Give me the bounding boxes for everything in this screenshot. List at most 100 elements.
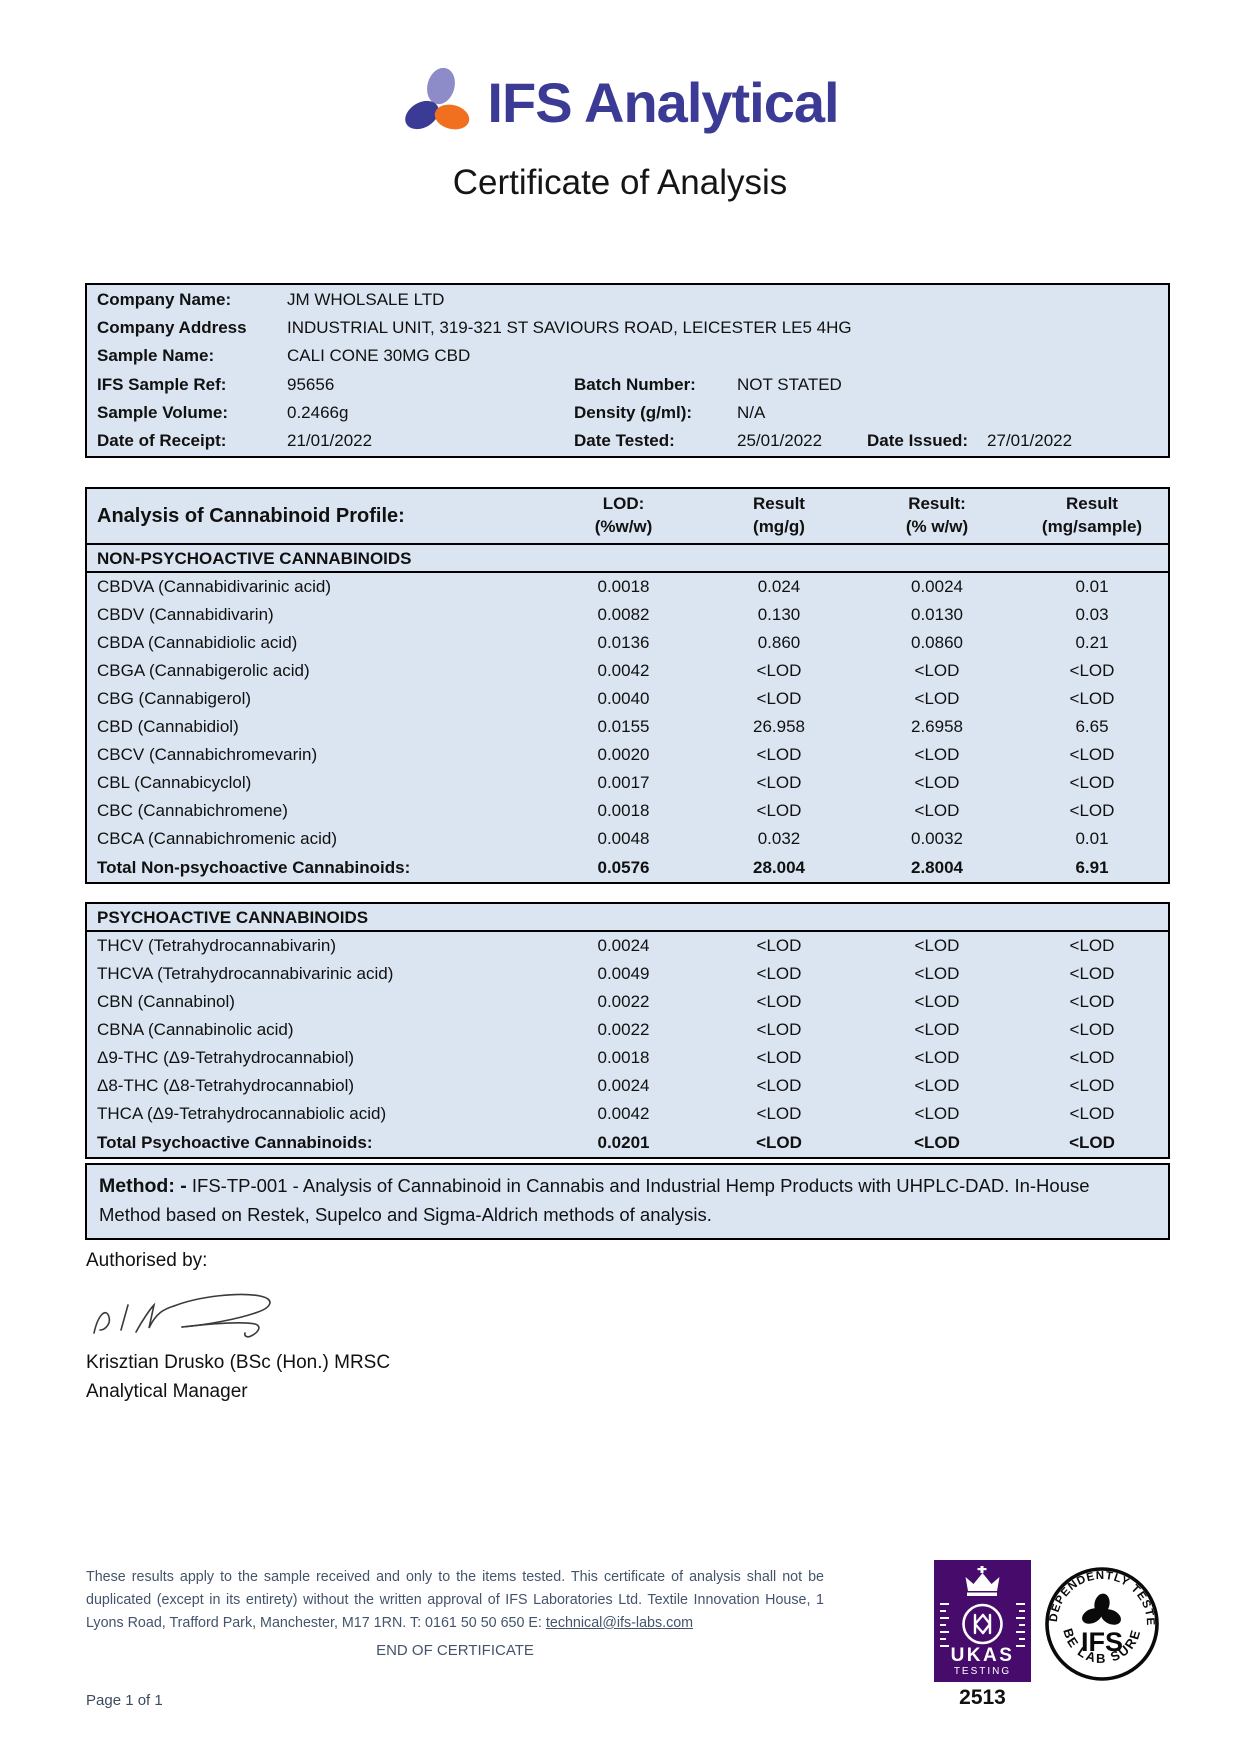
- result-value: 0.0018: [597, 577, 650, 596]
- column-header-line: (mg/sample): [1041, 517, 1143, 536]
- analyte-name: THCV (Tetrahydrocannabivarin): [97, 936, 337, 955]
- disclaimer-text: These results apply to the sample receiv…: [86, 1569, 824, 1631]
- column-header-line: (mg/g): [753, 517, 805, 536]
- result-row: CBDV (Cannabidivarin) 0.0082 0.130 0.0130 0.…: [87, 601, 1168, 629]
- result-value: 0.0049: [597, 964, 650, 983]
- analyte-name: CBCV (Cannabichromevarin): [97, 745, 318, 764]
- method-label: Method: -: [99, 1175, 187, 1197]
- analyte-name: CBGA (Cannabigerolic acid): [97, 661, 310, 680]
- result-value: 26.958: [753, 717, 805, 736]
- result-value: <LOD: [756, 773, 802, 792]
- analyte-name: THCVA (Tetrahydrocannabivarinic acid): [97, 964, 394, 983]
- total-value: <LOD: [914, 1132, 960, 1152]
- brand-header: IFS Analytical: [0, 62, 1240, 142]
- result-value: 0.0136: [597, 633, 650, 652]
- total-label: Total Non-psychoactive Cannabinoids:: [97, 857, 411, 877]
- info-row: IFS Sample Ref: 95656 Batch Number: NOT STA…: [87, 371, 1168, 399]
- psychoactive-total-row: Total Psychoactive Cannabinoids: 0.0201 <L…: [87, 1128, 1168, 1157]
- non-psychoactive-rows: CBDVA (Cannabidivarinic acid) 0.0018 0.024…: [87, 573, 1168, 853]
- result-value: 0.0042: [597, 661, 650, 680]
- result-value: 0.0042: [597, 1104, 650, 1123]
- result-row: CBD (Cannabidiol) 0.0155 26.958 2.6958 6.65: [87, 713, 1168, 741]
- info-row: Company Name: JM WHOLSALE LTD: [87, 286, 1168, 314]
- result-value: <LOD: [756, 1048, 802, 1067]
- column-header-line: LOD:: [602, 494, 645, 514]
- result-value: 0.0024: [597, 1076, 650, 1095]
- total-value: 0.0576: [597, 857, 650, 877]
- result-value: 0.03: [1075, 605, 1109, 624]
- result-value: <LOD: [914, 1020, 960, 1039]
- result-value: <LOD: [914, 936, 960, 955]
- document-title: Certificate of Analysis: [452, 163, 788, 202]
- field-label: Batch Number:: [574, 374, 696, 394]
- field-value: NOT STATED: [737, 374, 842, 394]
- result-value: 0.0155: [597, 717, 650, 736]
- info-row: Company Address INDUSTRIAL UNIT, 319-321 …: [87, 314, 1168, 342]
- analyte-name: CBNA (Cannabinolic acid): [97, 1020, 294, 1039]
- page-number: Page 1 of 1: [86, 1692, 163, 1709]
- email-link[interactable]: technical@ifs-labs.com: [545, 1614, 694, 1631]
- analyte-name: CBD (Cannabidiol): [97, 717, 239, 736]
- result-value: 0.0018: [597, 801, 650, 820]
- result-value: 0.0130: [911, 605, 963, 624]
- result-row: CBL (Cannabicyclol) 0.0017 <LOD <LOD <LOD: [87, 769, 1168, 797]
- result-value: <LOD: [914, 689, 960, 708]
- column-header-line: Result: [753, 494, 805, 514]
- signature-strokes: [93, 1293, 271, 1338]
- section-header-psychoactive: PSYCHOACTIVE CANNABINOIDS: [87, 904, 1168, 932]
- column-header-line: Result: [1066, 494, 1118, 514]
- result-value: 0.0024: [911, 577, 963, 596]
- total-value: 2.8004: [911, 857, 963, 877]
- result-value: <LOD: [756, 992, 802, 1011]
- result-value: 0.0082: [597, 605, 650, 624]
- field-label: Density (g/ml):: [574, 402, 693, 422]
- signatory-role: Analytical Manager: [86, 1381, 248, 1402]
- psychoactive-table: PSYCHOACTIVE CANNABINOIDS THCV (Tetrahyd…: [85, 902, 1170, 1159]
- analyte-name: THCA (Δ9-Tetrahydrocannabiolic acid): [97, 1104, 387, 1123]
- result-row: Δ9-THC (Δ9-Tetrahydrocannabiol) 0.0018 <LO…: [87, 1044, 1168, 1072]
- stamp-center-text: IFS: [1081, 1627, 1123, 1657]
- field-label: Company Address: [97, 318, 247, 338]
- result-value: 0.032: [757, 829, 801, 848]
- result-value: <LOD: [756, 801, 802, 820]
- sample-info-table: Company Name: JM WHOLSALE LTD Company Addr…: [85, 283, 1170, 459]
- total-value: 28.004: [753, 857, 805, 877]
- result-value: <LOD: [756, 936, 802, 955]
- result-row: THCA (Δ9-Tetrahydrocannabiolic acid) 0.00…: [87, 1100, 1168, 1128]
- analyte-name: Δ8-THC (Δ8-Tetrahydrocannabiol): [97, 1076, 355, 1095]
- field-label: Date Issued:: [867, 431, 969, 451]
- result-value: 6.65: [1075, 717, 1109, 736]
- psychoactive-rows: THCV (Tetrahydrocannabivarin) 0.0024 <LOD <…: [87, 932, 1168, 1128]
- field-label: Sample Name:: [97, 346, 215, 366]
- result-row: CBDVA (Cannabidivarinic acid) 0.0018 0.024…: [87, 573, 1168, 601]
- footer-disclaimer: These results apply to the sample receiv…: [86, 1566, 824, 1635]
- result-value: <LOD: [914, 1048, 960, 1067]
- result-value: <LOD: [914, 773, 960, 792]
- ifs-logo-icon: [405, 67, 470, 130]
- field-value: 0.2466g: [287, 402, 349, 422]
- result-value: 0.860: [757, 633, 801, 652]
- non-psychoactive-total-row: Total Non-psychoactive Cannabinoids: 0.05…: [87, 853, 1168, 882]
- authorised-by-label: Authorised by:: [86, 1250, 208, 1271]
- field-value: 95656: [287, 374, 335, 394]
- field-label: IFS Sample Ref:: [97, 374, 227, 394]
- ukas-logo-icon: UKAS TESTING: [934, 1560, 1031, 1682]
- result-value: <LOD: [914, 745, 960, 764]
- result-value: <LOD: [1069, 661, 1115, 680]
- result-value: <LOD: [1069, 1076, 1115, 1095]
- ukas-label-text: UKAS: [951, 1645, 1015, 1666]
- field-value: N/A: [737, 402, 766, 422]
- analyte-name: CBN (Cannabinol): [97, 992, 235, 1011]
- brand-name: IFS Analytical: [487, 70, 839, 134]
- result-row: CBG (Cannabigerol) 0.0040 <LOD <LOD <LOD: [87, 685, 1168, 713]
- field-value: JM WHOLSALE LTD: [287, 290, 445, 310]
- cannabinoid-profile-table: Analysis of Cannabinoid Profile: LOD: (%…: [85, 487, 1170, 884]
- result-value: 0.024: [757, 577, 801, 596]
- result-value: <LOD: [1069, 801, 1115, 820]
- result-value: <LOD: [1069, 964, 1115, 983]
- info-row: Sample Name: CALI CONE 30MG CBD: [87, 342, 1168, 370]
- result-value: <LOD: [756, 689, 802, 708]
- analysis-table-header: Analysis of Cannabinoid Profile: LOD: (%…: [87, 489, 1168, 545]
- column-header-line: (%w/w): [594, 517, 653, 536]
